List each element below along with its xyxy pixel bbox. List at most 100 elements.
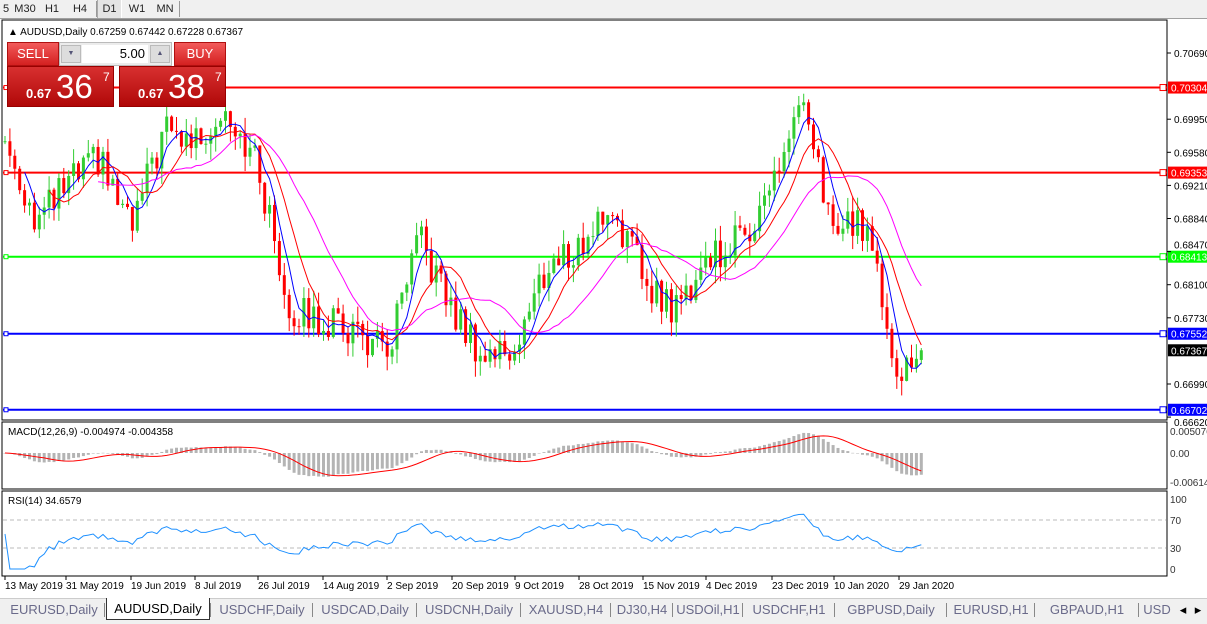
candle-body [307,298,311,329]
tf-m5[interactable]: 5 [2,3,10,15]
level-handle[interactable] [1159,330,1167,338]
candle [395,300,399,364]
level-price-badge [1168,250,1207,263]
macd-histogram-bar [302,453,306,476]
tf-h4[interactable]: H4 [72,3,88,15]
macd-histogram-bar [361,453,365,471]
macd-histogram-bar [155,453,159,455]
macd-histogram-bar [228,446,232,453]
level-handle[interactable] [1159,253,1167,261]
macd-histogram-bar [674,453,678,458]
level-handle[interactable] [1159,84,1167,92]
level-handle[interactable] [3,170,9,176]
candle-body [287,294,291,319]
level-handle[interactable] [3,331,9,337]
tf-h1[interactable]: H1 [44,3,60,15]
tab-scroll-left-icon[interactable]: ◂ [1179,602,1187,617]
chart-tab[interactable]: USDCAD,Daily [321,602,409,617]
level-handle[interactable] [1159,406,1167,414]
macd-histogram-bar [846,451,850,453]
tab-separator [210,603,211,617]
candle-body [601,211,605,225]
date-tick-label: 28 Oct 2019 [579,581,634,592]
level-price-label: 0.66702 [1171,406,1207,417]
date-tick-label: 23 Dec 2019 [772,581,829,592]
macd-histogram-bar [224,446,227,453]
macd-histogram-bar [439,449,443,453]
level-handle[interactable] [3,254,9,260]
buy-button[interactable]: BUY [174,42,226,66]
candle [228,110,232,142]
buy-price[interactable]: 0.67 38 7 [119,66,226,107]
lot-decrease-icon[interactable]: ▼ [61,45,81,63]
candle-body [454,297,458,330]
tf-m30[interactable]: M30 [14,3,36,15]
lot-increase-icon[interactable]: ▲ [150,45,170,63]
candle-body [714,240,717,268]
macd-histogram-bar [464,453,468,457]
candle-body [410,253,414,285]
chart-tab[interactable]: USDCNH,Daily [424,602,514,617]
macd-histogram-bar [562,445,566,453]
toolbar-separator [96,1,97,17]
candle [532,278,536,320]
candle-body [400,292,404,304]
macd-histogram-bar [346,453,350,474]
collapse-arrow-icon[interactable]: ▲ [8,27,20,38]
chart-tab[interactable]: XAUUSD,H4 [528,602,604,617]
candle-body [366,335,370,356]
candle-body [459,309,463,330]
macd-histogram-bar [248,449,252,453]
timeframe-toolbar: 5 M30 H1 H4 D1 W1 MN [0,0,1207,19]
sell-button[interactable]: SELL [7,42,59,66]
chart-tab[interactable]: USDCHF,Daily [219,602,305,617]
macd-histogram-bar [914,453,918,476]
chart-tab[interactable]: EURUSD,H1 [953,602,1029,617]
candle-body [758,205,762,232]
tf-w1[interactable]: W1 [128,3,146,15]
candle-body [792,117,796,139]
candle [317,292,321,338]
chart-tab[interactable]: EURUSD,Daily [10,602,98,617]
sell-price[interactable]: 0.67 36 7 [7,66,114,107]
candle [880,256,884,321]
candle [591,221,595,248]
candle [841,215,845,242]
candle-body [807,102,811,125]
macd-tick-label: 0.00 [1170,449,1190,460]
chart-tab[interactable]: AUDUSD,Daily [106,598,210,620]
candle-body [464,309,468,343]
tf-d1[interactable]: D1 [97,0,122,18]
candle [464,306,468,347]
tf-mn[interactable]: MN [156,3,174,15]
candle-body [723,255,727,268]
chart-tab[interactable]: GBPAUD,H1 [1049,602,1125,617]
rsi-line [4,513,922,570]
chart-tab[interactable]: USDOil,H1 [676,602,740,617]
candle [282,263,286,309]
chart-area[interactable]: 0.703040.693530.684130.675520.667020.673… [0,0,1207,598]
lot-size-input[interactable]: 5.00 [82,45,148,63]
level-handle[interactable] [1159,169,1167,177]
candle-body [782,151,786,172]
macd-histogram-bar [415,453,419,455]
candle-body [581,237,585,255]
candle-body [199,128,203,144]
tab-scroll-right-icon[interactable]: ▸ [1194,602,1202,617]
chart-tab[interactable]: USDCHF,H1 [752,602,826,617]
macd-histogram-bar [606,440,610,453]
chart-tab[interactable]: USD [1143,602,1171,617]
candle-body [787,138,791,152]
date-tick-label: 14 Aug 2019 [323,581,380,592]
candle-body [233,126,237,137]
macd-histogram-bar [86,453,90,455]
chart-tab[interactable]: GBPUSD,Daily [847,602,935,617]
level-handle[interactable] [3,407,9,413]
candle-body [322,330,325,335]
chart-tab[interactable]: DJ30,H4 [616,602,668,617]
macd-histogram-bar [679,453,683,458]
macd-histogram-bar [723,451,727,453]
macd-histogram-bar [351,453,355,473]
sell-price-sup: 7 [103,70,110,84]
candle [704,241,708,276]
